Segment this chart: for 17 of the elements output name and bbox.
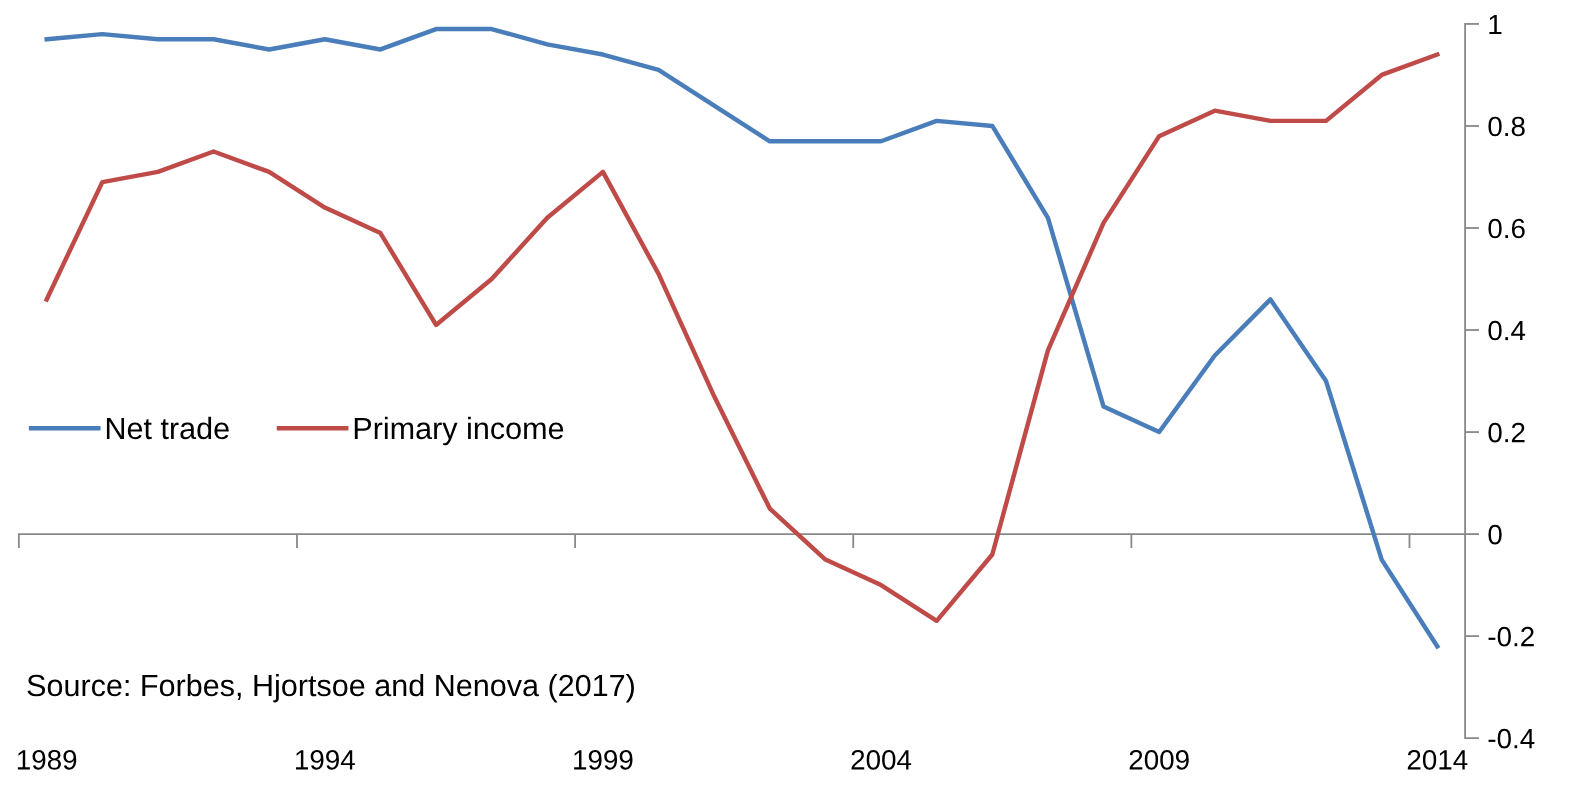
x-tick-label: 2009: [1129, 749, 1189, 770]
x-tick-label: 1999: [574, 749, 633, 770]
x-tick-label: 2004: [851, 749, 912, 770]
legend-label: Primary income: [354, 416, 564, 446]
y-tick-label: -0.2: [1488, 626, 1534, 647]
y-tick-label: 0.8: [1488, 116, 1525, 137]
x-tick-label: 1994: [296, 749, 355, 770]
y-tick-label: 1: [1489, 14, 1502, 35]
y-tick-label: 0.4: [1488, 320, 1526, 341]
annotation: Source: Forbes, Hjortsoe and Nenova (2017): [27, 673, 634, 703]
y-tick-label: -0.4: [1488, 728, 1535, 749]
y-tick-label: 0.2: [1488, 422, 1525, 443]
legend-label: Net trade: [106, 416, 229, 440]
y-tick-label: 0: [1488, 524, 1502, 545]
x-tick-label: 2014: [1407, 749, 1468, 770]
x-tick-label: 1989: [17, 749, 77, 770]
y-tick-label: 0.6: [1488, 218, 1525, 239]
